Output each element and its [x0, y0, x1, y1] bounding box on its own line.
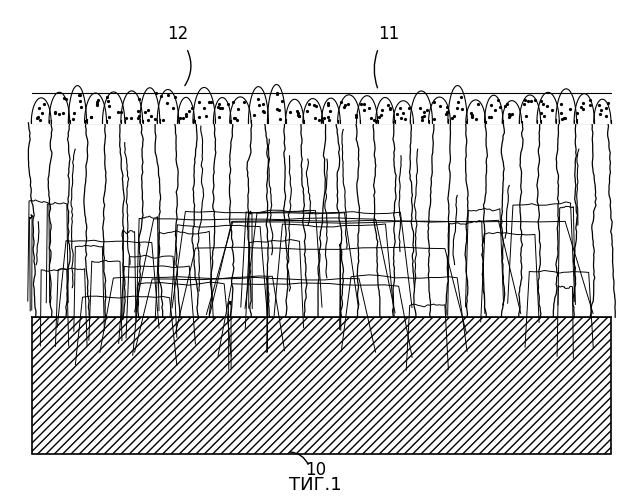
Polygon shape: [393, 101, 413, 123]
Polygon shape: [102, 92, 125, 123]
Polygon shape: [32, 98, 51, 123]
Polygon shape: [268, 84, 286, 123]
Polygon shape: [157, 90, 179, 123]
Polygon shape: [121, 91, 143, 123]
Polygon shape: [428, 97, 451, 123]
Polygon shape: [574, 94, 594, 123]
Polygon shape: [537, 92, 559, 123]
Polygon shape: [375, 98, 394, 123]
Polygon shape: [466, 100, 485, 123]
Polygon shape: [502, 100, 521, 123]
Polygon shape: [230, 97, 251, 123]
Bar: [32, 123, 611, 318]
Text: 11: 11: [379, 25, 399, 43]
Polygon shape: [357, 96, 377, 123]
Polygon shape: [249, 86, 268, 123]
Polygon shape: [485, 96, 503, 123]
Polygon shape: [594, 99, 611, 123]
Polygon shape: [177, 98, 194, 123]
Bar: [32, 318, 611, 454]
Text: 10: 10: [305, 462, 326, 479]
Polygon shape: [213, 98, 231, 123]
Text: ΤИГ.1: ΤИГ.1: [289, 476, 342, 494]
Polygon shape: [556, 89, 577, 123]
Polygon shape: [68, 86, 86, 123]
Polygon shape: [519, 95, 541, 123]
Polygon shape: [410, 91, 432, 123]
Polygon shape: [193, 88, 215, 123]
Polygon shape: [338, 95, 360, 123]
Polygon shape: [303, 98, 322, 123]
Polygon shape: [448, 86, 468, 123]
Polygon shape: [85, 93, 107, 123]
Polygon shape: [321, 98, 340, 123]
Text: 12: 12: [168, 25, 189, 43]
Polygon shape: [285, 100, 304, 123]
Polygon shape: [49, 92, 69, 123]
Polygon shape: [140, 88, 160, 123]
